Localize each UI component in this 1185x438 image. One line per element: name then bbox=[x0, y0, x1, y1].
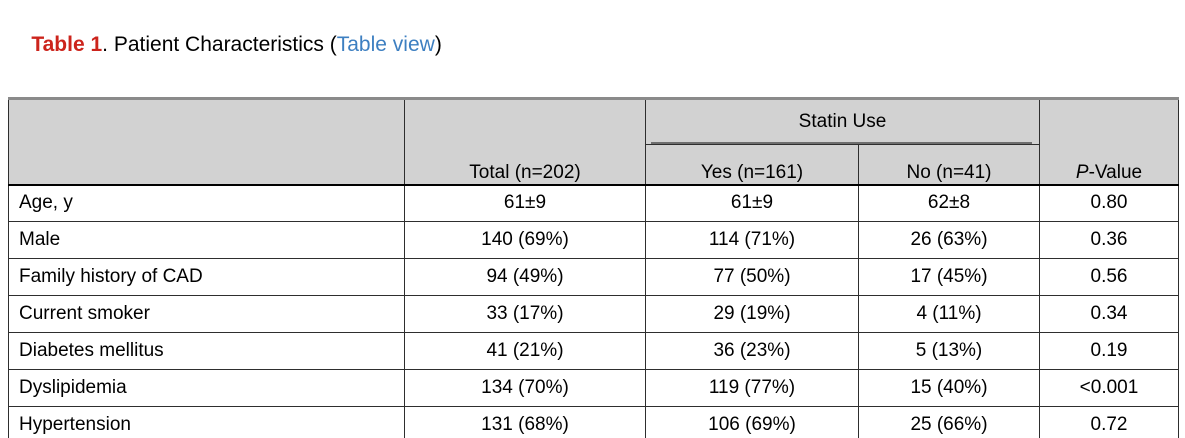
p-value-italic-p: P bbox=[1075, 161, 1089, 183]
patient-characteristics-table: Total (n=202) Statin Use P-Value Yes (n=… bbox=[8, 97, 1179, 438]
title-dot: . bbox=[102, 33, 114, 56]
cell-no: 17 (45%) bbox=[858, 258, 1040, 296]
cell-total: 131 (68%) bbox=[404, 406, 646, 438]
cell-total: 33 (17%) bbox=[404, 295, 646, 333]
table-row: Family history of CAD 94 (49%) 77 (50%) … bbox=[8, 258, 1179, 296]
cell-yes: 29 (19%) bbox=[645, 295, 859, 333]
title-paren-close: ) bbox=[434, 33, 442, 56]
cell-p-value: 0.19 bbox=[1039, 332, 1179, 370]
cell-yes: 36 (23%) bbox=[645, 332, 859, 370]
cell-no: 26 (63%) bbox=[858, 221, 1040, 259]
cell-yes: 114 (71%) bbox=[645, 221, 859, 259]
table-row: Current smoker 33 (17%) 29 (19%) 4 (11%)… bbox=[8, 295, 1179, 333]
title-paren-open: ( bbox=[323, 33, 337, 56]
cell-no: 4 (11%) bbox=[858, 295, 1040, 333]
cell-yes: 119 (77%) bbox=[645, 369, 859, 407]
table-row: Hypertension 131 (68%) 106 (69%) 25 (66%… bbox=[8, 406, 1179, 438]
header-cell-yes: Yes (n=161) bbox=[645, 144, 859, 186]
table-row: Age, y 61±9 61±9 62±8 0.80 bbox=[8, 184, 1179, 222]
header-cell-no: No (n=41) bbox=[858, 144, 1040, 186]
header-cell-empty bbox=[8, 98, 405, 186]
table-header: Total (n=202) Statin Use P-Value Yes (n=… bbox=[8, 98, 1179, 186]
cell-p-value: 0.80 bbox=[1039, 184, 1179, 222]
table-row: Dyslipidemia 134 (70%) 119 (77%) 15 (40%… bbox=[8, 369, 1179, 407]
cell-total: 41 (21%) bbox=[404, 332, 646, 370]
row-label: Diabetes mellitus bbox=[8, 332, 405, 370]
cell-no: 15 (40%) bbox=[858, 369, 1040, 407]
p-value-rest: -Value bbox=[1088, 161, 1143, 183]
cell-yes: 61±9 bbox=[645, 184, 859, 222]
header-row-group: Total (n=202) Statin Use P-Value bbox=[8, 98, 1179, 186]
row-label: Male bbox=[8, 221, 405, 259]
header-cell-p-value: P-Value bbox=[1039, 98, 1179, 186]
cell-yes: 77 (50%) bbox=[645, 258, 859, 296]
table-number-label: Table 1 bbox=[31, 33, 103, 56]
cell-p-value: 0.36 bbox=[1039, 221, 1179, 259]
cell-p-value: 0.72 bbox=[1039, 406, 1179, 438]
header-row-subgroups: Yes (n=161) No (n=41) bbox=[9, 144, 1179, 186]
row-label: Dyslipidemia bbox=[8, 369, 405, 407]
page-title: Table 1. Patient Characteristics (Table … bbox=[8, 7, 1185, 82]
row-label: Current smoker bbox=[8, 295, 405, 333]
cell-total: 140 (69%) bbox=[404, 221, 646, 259]
cell-yes: 106 (69%) bbox=[645, 406, 859, 438]
cell-no: 5 (13%) bbox=[858, 332, 1040, 370]
table-row: Male 140 (69%) 114 (71%) 26 (63%) 0.36 bbox=[8, 221, 1179, 259]
table-view-link[interactable]: Table view bbox=[336, 33, 435, 56]
cell-p-value: <0.001 bbox=[1039, 369, 1179, 407]
cell-no: 62±8 bbox=[858, 184, 1040, 222]
cell-no: 25 (66%) bbox=[858, 406, 1040, 438]
table-body: Age, y 61±9 61±9 62±8 0.80 Male 140 (69%… bbox=[8, 184, 1179, 438]
cell-total: 61±9 bbox=[404, 184, 646, 222]
title-text: Patient Characteristics bbox=[113, 33, 324, 56]
cell-total: 134 (70%) bbox=[404, 369, 646, 407]
header-cell-statin-use-group: Statin Use bbox=[645, 98, 1040, 145]
row-label: Age, y bbox=[8, 184, 405, 222]
cell-p-value: 0.56 bbox=[1039, 258, 1179, 296]
row-label: Hypertension bbox=[8, 406, 405, 438]
cell-p-value: 0.34 bbox=[1039, 295, 1179, 333]
header-cell-total: Total (n=202) bbox=[404, 98, 646, 186]
row-label: Family history of CAD bbox=[8, 258, 405, 296]
table-row: Diabetes mellitus 41 (21%) 36 (23%) 5 (1… bbox=[8, 332, 1179, 370]
cell-total: 94 (49%) bbox=[404, 258, 646, 296]
